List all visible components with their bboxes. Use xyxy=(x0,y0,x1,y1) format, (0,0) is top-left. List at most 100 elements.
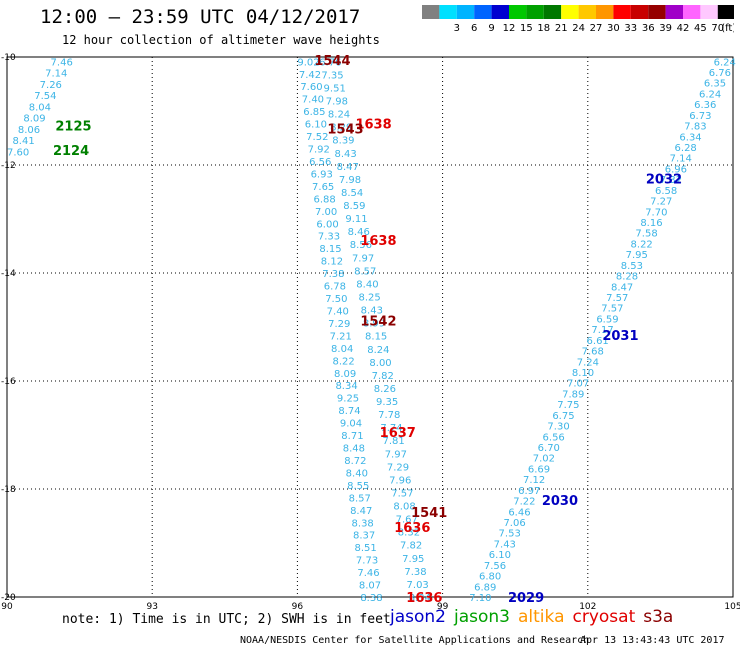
wave-height-value: 7.21 xyxy=(330,331,352,342)
wave-height-value: 6.46 xyxy=(508,507,530,518)
wave-height-value: 8.48 xyxy=(343,444,365,455)
track-1638: 6.76 7.35 9.51 7.98 8.24 8.29 8.39 8.43 8.47 7.98… xyxy=(319,57,431,604)
legend-swatch xyxy=(543,5,562,19)
wave-height-value: 8.47 xyxy=(337,162,359,173)
wave-height-value: 7.58 xyxy=(635,229,657,240)
legend-tick-label: 24 xyxy=(572,23,585,34)
wave-height-value: 8.00 xyxy=(369,358,391,369)
satellite-jason2: jason2 xyxy=(390,607,446,627)
wave-height-value: 6.78 xyxy=(324,282,346,293)
legend-tick-label: 27 xyxy=(590,23,603,34)
wave-height-value: 6.75 xyxy=(552,411,574,422)
wave-height-value: 6.24 xyxy=(699,89,721,100)
wave-height-value: 7.33 xyxy=(318,232,340,243)
wave-height-value: 8.09 xyxy=(334,369,356,380)
track-1544-left: 9.027.427.607.406.856.107.527.926.566.93… xyxy=(297,57,382,604)
wave-height-value: 8.22 xyxy=(631,239,653,250)
wave-height-value: 7.81 xyxy=(383,436,405,447)
lon-tick-label: 93 xyxy=(146,602,157,612)
legend-tick-label: 42 xyxy=(677,23,690,34)
lon-tick-label: 99 xyxy=(437,602,449,612)
legend-swatch xyxy=(509,5,527,19)
legend-swatch xyxy=(578,5,596,19)
wave-height-value: 7.17 xyxy=(591,325,613,336)
wave-height-value: 7.95 xyxy=(626,250,648,261)
wave-height-value: 8.10 xyxy=(572,368,594,379)
lat-tick-label: -10 xyxy=(1,53,16,63)
wave-height-value: 6.76 xyxy=(709,68,731,79)
wave-height-value: 8.41 xyxy=(12,136,34,147)
legend-swatch xyxy=(526,5,544,19)
legend-swatch xyxy=(439,5,457,19)
wave-height-value: 6.24 xyxy=(714,57,736,68)
pass-time-label: 1637 xyxy=(380,426,416,441)
pass-time-label: 1638 xyxy=(360,234,396,249)
wave-height-value: 6.73 xyxy=(689,111,711,122)
legend-swatch xyxy=(630,5,649,19)
pass-time-label: 1638 xyxy=(355,117,391,132)
wave-height-value: 6.61 xyxy=(587,336,609,347)
wave-height-value: 7.40 xyxy=(302,95,324,106)
wave-height-value: 8.08 xyxy=(393,502,415,513)
wave-height-value: 7.82 xyxy=(400,541,422,552)
wave-height-value: 7.02 xyxy=(533,454,555,465)
wave-height-value: 6.34 xyxy=(679,132,701,143)
pass-time-label: 1636 xyxy=(394,521,430,536)
wave-height-value: 6.93 xyxy=(311,169,333,180)
wave-height-value: 7.74 xyxy=(380,423,402,434)
wave-height-value: 7.46 xyxy=(357,568,379,579)
wave-height-value: 8.34 xyxy=(409,593,431,604)
wave-height-value: 8.09 xyxy=(23,114,45,125)
wave-height-value: 8.71 xyxy=(341,431,363,442)
wave-height-value: 7.70 xyxy=(645,207,667,218)
wave-height-value: 6.58 xyxy=(655,186,677,197)
wave-height-value: 7.43 xyxy=(494,539,516,550)
pass-time-label: 2030 xyxy=(542,494,578,509)
wave-height-value: 7.54 xyxy=(34,91,56,102)
wave-height-value: 7.27 xyxy=(650,197,672,208)
wave-height-value: 8.43 xyxy=(334,149,356,160)
track-2032: 6.246.766.356.246.366.737.836.346.287.14… xyxy=(469,57,736,604)
wave-height-value: 8.53 xyxy=(621,261,643,272)
legend-tick-label: 21 xyxy=(555,23,568,34)
wave-height-value: 8.25 xyxy=(358,292,380,303)
wave-height-value: 7.68 xyxy=(582,347,604,358)
wave-height-value: 7.14 xyxy=(670,154,692,165)
wave-height-value: 7.10 xyxy=(469,593,491,604)
wave-height-value: 8.56 xyxy=(350,240,372,251)
wave-height-value: 8.55 xyxy=(347,481,369,492)
wave-height-value: 6.70 xyxy=(538,443,560,454)
lon-tick-label: 105 xyxy=(724,602,740,612)
wave-height-value: 6.10 xyxy=(305,120,327,131)
wave-height-value: 7.75 xyxy=(557,400,579,411)
wave-height-value: 7.67 xyxy=(396,515,418,526)
wave-height-value: 8.15 xyxy=(365,332,387,343)
legend-swatch xyxy=(474,5,492,19)
wave-height-value: 8.04 xyxy=(29,102,51,113)
legend-tick-label: 3 xyxy=(454,23,460,34)
wave-height-value: 7.89 xyxy=(562,389,584,400)
wave-height-value: 7.97 xyxy=(352,253,374,264)
lat-tick-label: -14 xyxy=(1,269,16,279)
wave-height-value: 9.35 xyxy=(376,397,398,408)
pass-time-label: 2031 xyxy=(602,329,638,344)
wave-height-value: 8.40 xyxy=(356,279,378,290)
wave-height-value: 9.11 xyxy=(345,214,367,225)
wave-height-value: 6.56 xyxy=(543,432,565,443)
wave-height-value: 8.34 xyxy=(335,381,357,392)
wave-height-value: 8.99 xyxy=(363,319,385,330)
legend-tick-label: 15 xyxy=(520,23,533,34)
wave-height-value: 8.26 xyxy=(374,384,396,395)
legend-swatch xyxy=(491,5,509,19)
wave-height-value: 7.07 xyxy=(567,379,589,390)
legend-swatch xyxy=(613,5,631,19)
wave-height-value: 8.43 xyxy=(361,306,383,317)
wave-height-value: 7.29 xyxy=(387,462,409,473)
wave-height-value: 7.57 xyxy=(606,293,628,304)
wave-height-value: 8.04 xyxy=(331,344,353,355)
legend-swatch xyxy=(422,5,440,19)
wave-height-value: 6.69 xyxy=(528,464,550,475)
page-title: 12:00 — 23:59 UTC 04/12/2017 xyxy=(40,6,361,28)
pass-time-label: 2125 xyxy=(55,120,91,135)
